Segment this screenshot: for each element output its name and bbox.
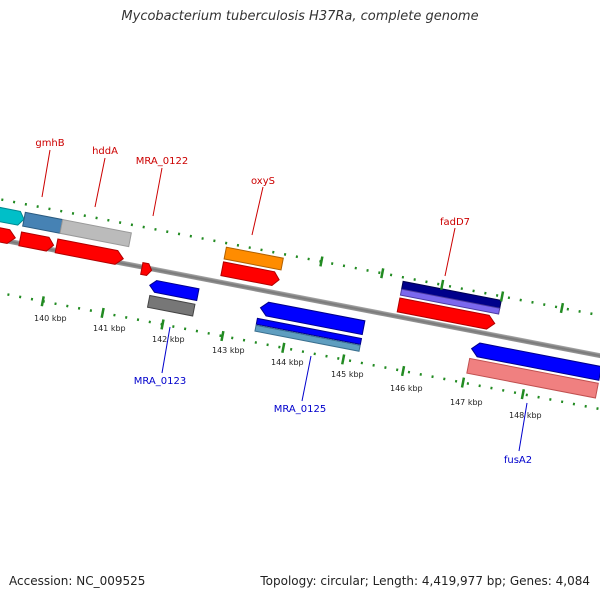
reverse-strand	[146, 279, 600, 399]
scale-label-147: 147 kbp	[450, 398, 483, 407]
scale-label-146: 146 kbp	[390, 384, 423, 393]
gene-MRA_0125[interactable]	[254, 324, 361, 352]
forward-gene-labels: gmhB hddA MRA_0122 oxyS fadD7	[35, 138, 470, 228]
scale-label-144: 144 kbp	[271, 358, 304, 367]
gene-red-feature-5[interactable]	[396, 297, 496, 330]
gene-MRA_0123[interactable]	[146, 294, 196, 317]
scale-label-140: 140 kbp	[34, 314, 67, 323]
label-MRA_0122: MRA_0122	[136, 156, 188, 167]
reverse-callout-lines	[161, 326, 528, 452]
gene-MRA_0123-arrow[interactable]	[149, 279, 200, 302]
label-MRA_0125: MRA_0125	[274, 404, 326, 415]
gene-fusA2[interactable]	[466, 357, 599, 399]
gene-MRA_0122[interactable]	[140, 262, 153, 277]
label-hddA: hddA	[92, 146, 118, 157]
forward-callout-lines	[41, 149, 456, 277]
gene-red-feature-4[interactable]	[220, 261, 281, 287]
outer-major-ticks	[319, 256, 565, 314]
label-fusA2: fusA2	[504, 455, 532, 466]
label-MRA_0123: MRA_0123	[134, 376, 186, 387]
genome-stats-text: Topology: circular; Length: 4,419,977 bp…	[260, 574, 590, 588]
genome-backbone	[0, 229, 600, 372]
gene-blue-feature-1[interactable]	[259, 301, 366, 336]
map-title: Mycobacterium tuberculosis H37Ra, comple…	[121, 9, 479, 24]
scale-label-145: 145 kbp	[331, 370, 364, 379]
inner-major-ticks	[40, 296, 526, 400]
label-fadD7: fadD7	[440, 217, 470, 228]
gene-gmhB[interactable]	[22, 211, 64, 234]
gene-blue-feature-2[interactable]	[255, 317, 363, 345]
scale-label-143: 143 kbp	[212, 346, 245, 355]
forward-strand	[0, 204, 502, 330]
scale-label-141: 141 kbp	[93, 324, 126, 333]
gene-oxyS[interactable]	[223, 246, 284, 271]
label-oxyS: oxyS	[251, 176, 275, 187]
gene-red-feature-1[interactable]	[0, 223, 17, 244]
gene-hddA[interactable]	[59, 218, 132, 248]
gene-fusA2-arrow[interactable]	[470, 342, 600, 381]
gene-fadD7[interactable]	[399, 288, 501, 315]
reverse-gene-labels: MRA_0123 MRA_0125 fusA2	[134, 376, 532, 466]
gene-red-feature-2[interactable]	[18, 231, 55, 252]
label-gmhB: gmhB	[35, 138, 64, 149]
accession-text: Accession: NC_009525	[9, 574, 146, 588]
gene-cyan-feature[interactable]	[0, 204, 25, 226]
gene-red-feature-3[interactable]	[54, 238, 124, 266]
